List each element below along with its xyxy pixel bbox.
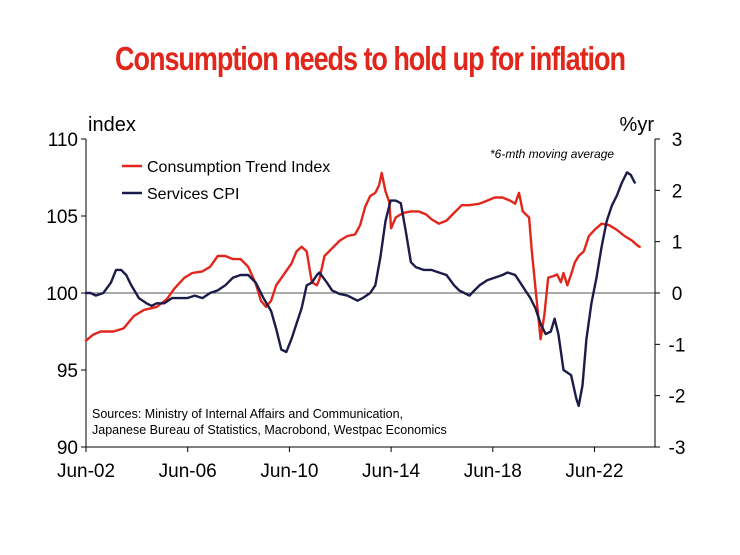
- right-tick-label: 2: [672, 181, 683, 202]
- right-tick-label: -3: [669, 438, 686, 459]
- x-tick-label: Jun-18: [464, 461, 522, 482]
- right-tick-label: 0: [672, 284, 683, 305]
- x-tick-label: Jun-22: [565, 461, 623, 482]
- right-tick-label: 3: [672, 130, 683, 151]
- ticks-layer: 90 95 100 105 110 -3 -2 -1 0 1 2 3 Jun-02 Jun-06 Jun-1…: [46, 130, 685, 482]
- chart-title: Consumption needs to hold up for inflati…: [115, 40, 626, 77]
- left-tick-label: 90: [57, 438, 78, 459]
- right-tick-label: 1: [672, 233, 683, 254]
- x-tick-label: Jun-02: [57, 461, 115, 482]
- left-tick-label: 110: [48, 130, 78, 151]
- series-layer: [84, 171, 641, 408]
- x-tick-label: Jun-10: [260, 461, 318, 482]
- source-line-1: Sources: Ministry of Internal Affairs an…: [92, 407, 403, 421]
- left-axis-label: index: [88, 114, 136, 136]
- legend-label-consumption: Consumption Trend Index: [147, 159, 330, 176]
- x-tick-label: Jun-14: [362, 461, 421, 482]
- series-line-services-cpi: [84, 171, 636, 408]
- x-tick-label: Jun-06: [159, 461, 217, 482]
- chart-note: *6-mth moving average: [490, 147, 614, 161]
- legend-label-services-cpi: Services CPI: [147, 186, 239, 203]
- right-tick-label: -1: [669, 335, 686, 356]
- left-tick-label: 100: [46, 284, 78, 305]
- left-tick-label: 105: [46, 207, 78, 228]
- left-tick-label: 95: [57, 361, 78, 382]
- legend: Consumption Trend Index Services CPI: [122, 159, 330, 203]
- right-axis-label: %yr: [620, 114, 655, 136]
- source-line-2: Japanese Bureau of Statistics, Macrobond…: [92, 423, 447, 437]
- right-tick-label: -2: [669, 387, 686, 408]
